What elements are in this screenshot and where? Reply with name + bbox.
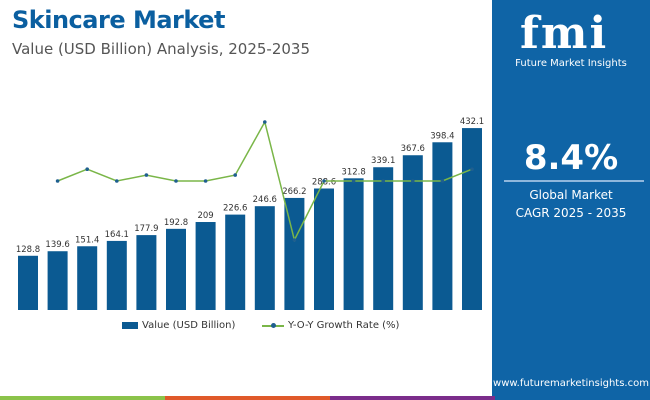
- growth-point: [322, 179, 326, 183]
- chart-title: Skincare Market: [12, 6, 225, 34]
- stripe-purple: [330, 396, 495, 400]
- bar-label: 177.9: [134, 224, 158, 234]
- bar-label: 192.8: [164, 218, 188, 228]
- growth-point: [381, 179, 386, 183]
- bar: [402, 155, 423, 310]
- legend-label-value: Value (USD Billion): [142, 320, 236, 331]
- bar-label: 339.1: [371, 156, 395, 166]
- bar-label: 226.6: [223, 204, 247, 214]
- stripe-orange: [165, 396, 330, 400]
- growth-point: [440, 179, 445, 183]
- bar: [462, 128, 482, 310]
- bar-label: 432.1: [460, 117, 484, 127]
- bar: [106, 240, 127, 310]
- bar-label: 209: [197, 211, 213, 221]
- info-panel: fmi Future Market Insights 8.4% Global M…: [492, 0, 650, 400]
- divider: [504, 180, 644, 182]
- legend-item-growth: Y-O-Y Growth Rate (%): [262, 320, 399, 331]
- legend-label-growth: Y-O-Y Growth Rate (%): [288, 320, 400, 331]
- growth-point: [470, 167, 474, 171]
- bar: [18, 255, 38, 310]
- growth-point: [263, 120, 267, 124]
- growth-point: [55, 179, 60, 183]
- legend-item-value: Value (USD Billion): [122, 320, 235, 331]
- bar-label: 151.4: [75, 235, 99, 245]
- bar: [136, 235, 157, 310]
- bar: [432, 142, 453, 310]
- bar-label: 367.6: [401, 144, 425, 154]
- legend-swatch-line: [262, 323, 284, 328]
- bar: [166, 228, 186, 310]
- bar: [77, 246, 98, 310]
- bar-label: 398.4: [430, 131, 454, 141]
- bar-line-chart: 128.8 139.6 151.4 164.1 177.9 192.8 209 226.6 24…: [16, 117, 484, 310]
- bar: [284, 197, 305, 310]
- growth-point: [292, 238, 297, 242]
- bar: [47, 251, 68, 310]
- bar-label: 128.8: [16, 245, 40, 255]
- bar: [225, 214, 246, 310]
- cagr-label-2: CAGR 2025 - 2035: [515, 206, 627, 220]
- growth-point: [233, 173, 237, 177]
- brand-name: Future Market Insights: [515, 58, 627, 69]
- bar: [254, 206, 275, 310]
- growth-point: [351, 179, 356, 183]
- website-link[interactable]: www.futuremarketinsights.com: [493, 378, 649, 389]
- growth-point: [115, 179, 119, 183]
- growth-point: [144, 173, 149, 177]
- cagr-label-1: Global Market: [529, 188, 613, 202]
- bar-label: 312.8: [341, 167, 365, 177]
- growth-point: [174, 179, 178, 183]
- stripe-green: [0, 396, 165, 400]
- bar: [343, 178, 364, 310]
- cagr-value: 8.4%: [523, 138, 619, 178]
- bar-label: 164.1: [105, 230, 129, 240]
- bar-label: 246.6: [253, 195, 277, 205]
- fmi-logo: fmi: [520, 8, 609, 59]
- growth-point: [203, 179, 208, 183]
- bar-label: 266.2: [282, 187, 306, 197]
- bar: [373, 167, 394, 310]
- bar: [195, 222, 216, 310]
- chart-subtitle: Value (USD Billion) Analysis, 2025-2035: [12, 40, 310, 58]
- growth-point: [411, 179, 415, 183]
- legend-swatch-bar: [122, 322, 138, 329]
- bar: [314, 188, 334, 310]
- growth-point: [85, 167, 89, 171]
- bar-label: 139.6: [45, 240, 69, 250]
